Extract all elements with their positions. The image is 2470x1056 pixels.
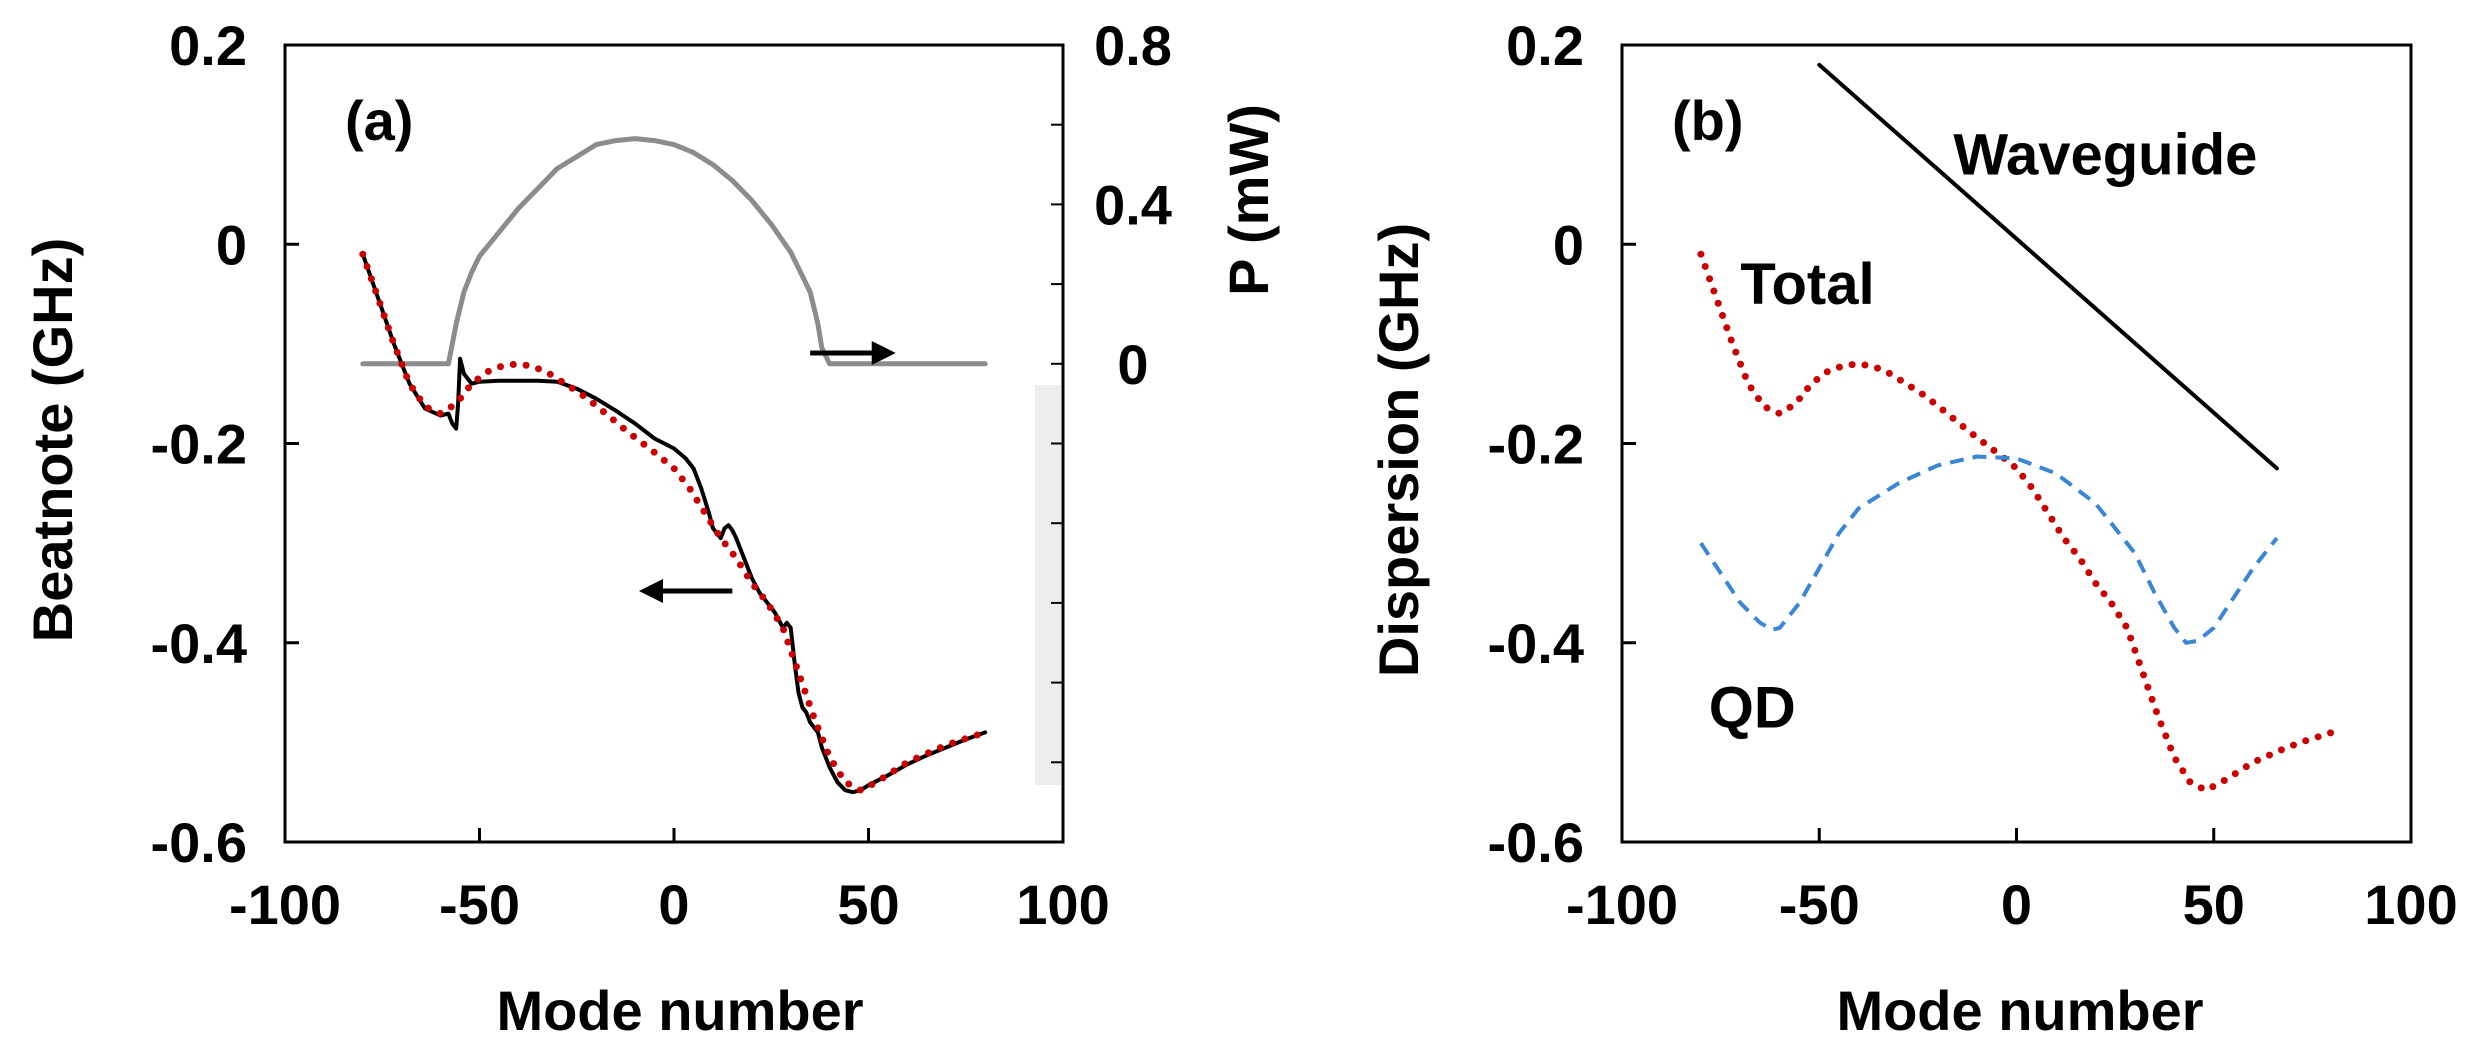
- plot-frame-a: [283, 43, 1065, 844]
- arrow-right: [810, 341, 896, 366]
- y-axis-label-b: Dispersion (GHz): [1367, 223, 1430, 677]
- x-tick-label: 50: [837, 873, 899, 936]
- panel-b: 0.2 0 -0.2 -0.4 -0.6 -100 -50 0 50 100 Waveguide…: [1367, 14, 2458, 1042]
- x-tick-label: 0: [658, 873, 689, 936]
- y-tick-label: -0.2: [151, 413, 248, 476]
- arrow-left: [638, 578, 733, 603]
- y2-ticks-a: 0.8 0.4 0: [1051, 14, 1172, 843]
- panel-a: 0.2 0 -0.2 -0.4 -0.6 -100 -50 0 50 100 0.8 0.4 0 (…: [21, 14, 1280, 1042]
- series-b: [1697, 62, 2336, 794]
- y2-tick-label: 0.4: [1094, 173, 1172, 236]
- panel-label-b: (b): [1672, 89, 1744, 152]
- series-waveguide-line: [1817, 62, 2279, 471]
- series-a: [359, 136, 989, 795]
- x-tick-label: -100: [229, 873, 341, 936]
- x-tick-label: -50: [439, 873, 520, 936]
- x-tick-label: -50: [1779, 873, 1860, 936]
- light-gray-bar-a: [1035, 385, 1061, 785]
- y-tick-label: -0.4: [151, 612, 248, 675]
- panel-label-a: (a): [345, 89, 413, 152]
- y-tick-label: -0.2: [1488, 413, 1585, 476]
- x-tick-label: -100: [1566, 873, 1678, 936]
- y-tick-label: -0.6: [151, 811, 248, 874]
- y-axis-label-a: Beatnote (GHz): [21, 238, 84, 642]
- y-tick-label: 0.2: [169, 14, 247, 77]
- y-tick-label: 0: [1553, 213, 1584, 276]
- x-tick-label: 100: [2364, 873, 2457, 936]
- x-tick-label: 100: [1016, 873, 1109, 936]
- annotation-qd: QD: [1709, 676, 1796, 741]
- x-ticks-a: -100 -50 0 50 100: [229, 828, 1110, 936]
- y2-axis-label-a: P (mW): [1217, 104, 1280, 296]
- arrows-a: [638, 341, 896, 603]
- annotation-total: Total: [1740, 252, 1874, 317]
- y-tick-label: -0.4: [1488, 612, 1585, 675]
- y-tick-label: 0: [216, 213, 247, 276]
- x-axis-label-a: Mode number: [496, 979, 863, 1042]
- y-tick-label: 0.2: [1506, 14, 1584, 77]
- series-qd-line: [1699, 454, 2279, 645]
- series-measured-beatnote-line: [360, 252, 988, 795]
- annotation-waveguide: Waveguide: [1953, 123, 2257, 188]
- y-tick-label: -0.6: [1488, 811, 1585, 874]
- x-tick-label: 50: [2183, 873, 2245, 936]
- x-axis-label-b: Mode number: [1836, 979, 2203, 1042]
- annotations-b: Waveguide Total QD: [1709, 123, 2258, 741]
- x-ticks-b: -100 -50 0 50 100: [1566, 828, 2458, 936]
- series-fit-line: [359, 250, 989, 794]
- x-tick-label: 0: [2001, 873, 2032, 936]
- y-ticks-a: 0.2 0 -0.2 -0.4 -0.6: [151, 14, 299, 874]
- y2-tick-label: 0.8: [1094, 14, 1172, 77]
- y-ticks-b: 0.2 0 -0.2 -0.4 -0.6: [1488, 14, 1636, 874]
- series-total-line: [1697, 250, 2336, 794]
- series-power-line: [360, 136, 988, 367]
- y2-tick-label: 0: [1117, 333, 1148, 396]
